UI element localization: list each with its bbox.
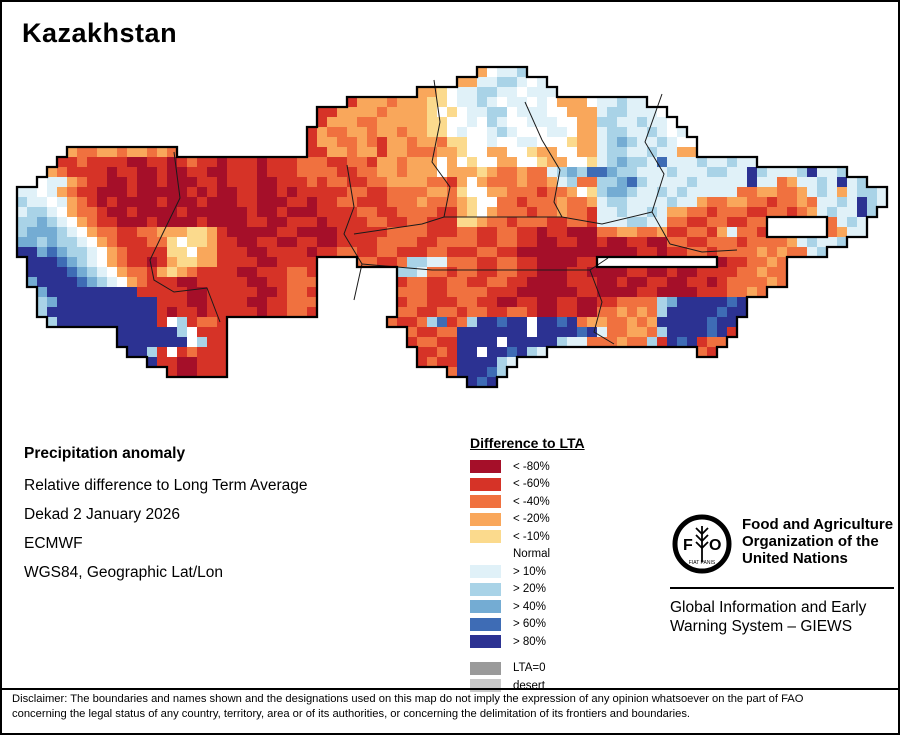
- legend-label: > 20%: [513, 583, 546, 596]
- map-subtitle-date: Dekad 2 January 2026: [24, 506, 180, 523]
- legend-row: < -60%: [470, 476, 660, 494]
- legend: Difference to LTA < -80% < -60% < -40% <…: [470, 435, 660, 695]
- map-projection: WGS84, Geographic Lat/Lon: [24, 564, 224, 581]
- giews-line1: Global Information and Early: [670, 599, 867, 616]
- disclaimer-line1: Disclaimer: The boundaries and names sho…: [12, 693, 804, 705]
- fao-divider: [670, 587, 894, 589]
- legend-swatch: [470, 460, 501, 474]
- legend-swatch: [470, 530, 501, 544]
- legend-swatch: [470, 600, 501, 614]
- wheat-ear-icon: [695, 526, 709, 562]
- legend-swatch-empty: [470, 548, 501, 561]
- legend-row: > 60%: [470, 616, 660, 634]
- map-subtitle-heading: Precipitation anomaly: [24, 445, 186, 462]
- fao-logo-motto: FIAT PANIS: [689, 560, 716, 566]
- legend-row: > 10%: [470, 563, 660, 581]
- legend-label: > 40%: [513, 600, 546, 613]
- legend-swatch: [470, 661, 501, 675]
- legend-row: < -80%: [470, 458, 660, 476]
- map-cells: [17, 67, 887, 387]
- legend-label: > 80%: [513, 635, 546, 648]
- legend-row: < -40%: [470, 493, 660, 511]
- legend-swatch: [470, 512, 501, 526]
- legend-label: < -10%: [513, 530, 550, 543]
- legend-swatch: [470, 495, 501, 509]
- fao-org-name-line1: Food and Agriculture: [742, 516, 894, 533]
- fao-org-name-line3: United Nations: [742, 550, 848, 567]
- legend-swatch: [470, 679, 501, 693]
- legend-label: > 60%: [513, 618, 546, 631]
- legend-label: LTA=0: [513, 662, 546, 675]
- legend-row: < -10%: [470, 528, 660, 546]
- map-country-border: [15, 65, 889, 389]
- map-subtitle-line1: Relative difference to Long Term Average: [24, 477, 308, 494]
- legend-row: < -20%: [470, 511, 660, 529]
- legend-label: Normal: [513, 548, 551, 561]
- legend-row: > 20%: [470, 581, 660, 599]
- disclaimer-line2: concerning the legal status of any count…: [12, 708, 691, 720]
- legend-swatch: [470, 635, 501, 649]
- giews-line2: Warning System – GIEWS: [670, 618, 853, 635]
- legend-swatch: [470, 582, 501, 596]
- fao-logo-letter-o: O: [709, 537, 721, 554]
- map-data-source: ECMWF: [24, 535, 83, 552]
- legend-row-desert: desert: [470, 677, 660, 695]
- legend-row-normal: Normal: [470, 546, 660, 564]
- legend-swatch: [470, 565, 501, 579]
- fao-logo-icon: F O FIAT PANIS: [672, 514, 732, 574]
- fao-logo-letter-f: F: [683, 537, 693, 554]
- legend-row: > 80%: [470, 633, 660, 651]
- footer-divider: [2, 688, 898, 690]
- legend-swatch: [470, 477, 501, 491]
- fao-org-name-line2: Organization of the: [742, 533, 879, 550]
- legend-label: < -80%: [513, 460, 550, 473]
- legend-row: > 40%: [470, 598, 660, 616]
- legend-row-lta0: LTA=0: [470, 660, 660, 678]
- page-title: Kazakhstan: [22, 18, 178, 48]
- legend-swatch: [470, 617, 501, 631]
- legend-label: < -40%: [513, 495, 550, 508]
- legend-title: Difference to LTA: [470, 435, 585, 451]
- legend-label: < -20%: [513, 513, 550, 526]
- legend-label: > 10%: [513, 565, 546, 578]
- legend-label: < -60%: [513, 478, 550, 491]
